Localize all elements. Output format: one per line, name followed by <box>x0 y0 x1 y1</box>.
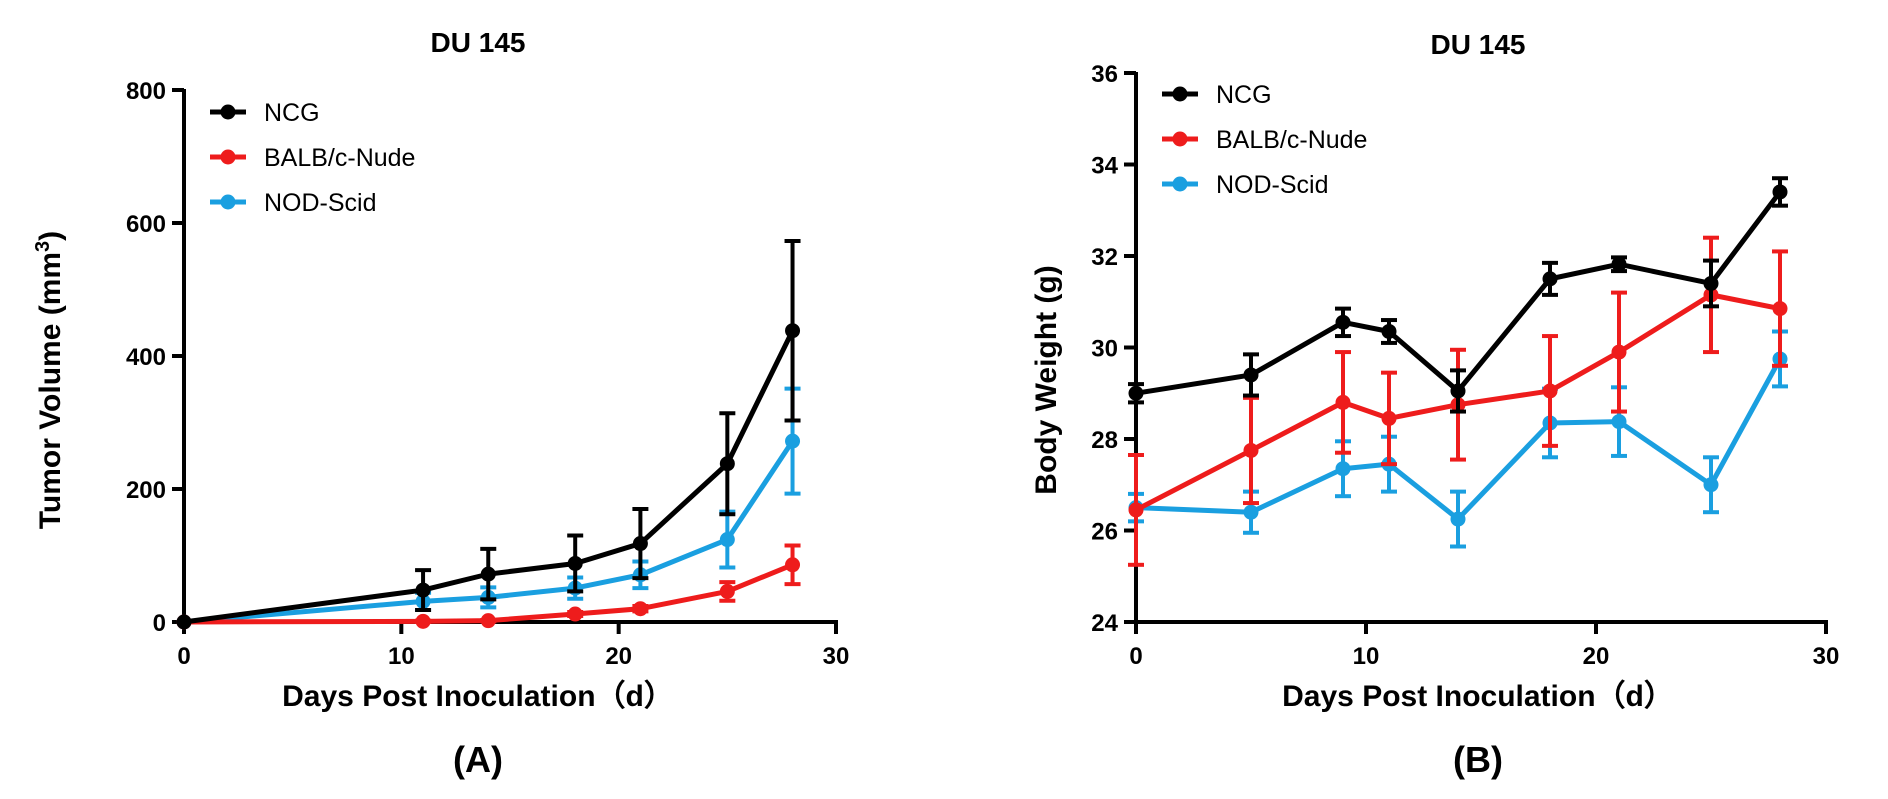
data-point <box>480 613 496 629</box>
series-ncg <box>1128 176 1788 414</box>
data-point <box>567 555 583 571</box>
chart-panel-b: DU 145 Body Weight (g) Days Post Inocula… <box>1030 29 1839 780</box>
data-point <box>1542 383 1558 399</box>
data-point <box>1335 461 1351 477</box>
data-point <box>1542 271 1558 287</box>
y-tick-label: 800 <box>126 78 166 105</box>
chart-panel-a: DU 145 Tumor Volume (mm3) Days Post Inoc… <box>32 27 849 780</box>
data-point <box>719 456 735 472</box>
panel-label-a: (A) <box>453 739 503 780</box>
legend-swatch-marker <box>220 194 236 210</box>
legend-swatch-marker <box>220 104 236 120</box>
legend-label: BALB/c-Nude <box>264 144 415 172</box>
legend-label: NCG <box>264 99 320 127</box>
data-point <box>1335 394 1351 410</box>
data-point <box>1335 314 1351 330</box>
data-point <box>1381 410 1397 426</box>
data-point <box>1703 275 1719 291</box>
y-tick-label: 36 <box>1091 61 1118 88</box>
data-point <box>785 323 801 339</box>
data-point <box>1243 367 1259 383</box>
plot-area-a: 0 200 400 600 800 0 10 20 30 NCG BALB/c-Nude NOD-Sc… <box>126 78 849 670</box>
data-point <box>1611 414 1627 430</box>
data-point <box>785 433 801 449</box>
data-point <box>632 601 648 617</box>
data-point <box>785 557 801 573</box>
data-point <box>1611 344 1627 360</box>
data-point <box>480 566 496 582</box>
data-point <box>632 536 648 552</box>
legend-swatch-marker <box>1172 176 1188 192</box>
plot-area-b: 24 26 28 30 32 34 36 0 10 20 30 NCG BALB/c-Nude NOD-S… <box>1091 61 1839 670</box>
data-point <box>1243 442 1259 458</box>
legend-swatch-marker <box>220 149 236 165</box>
legend-label: BALB/c-Nude <box>1216 126 1367 154</box>
y-tick-label: 28 <box>1091 427 1118 454</box>
data-point <box>1611 256 1627 272</box>
y-axis-label-b: Body Weight (g) <box>1030 265 1063 494</box>
y-tick-label: 600 <box>126 211 166 238</box>
legend-swatch-marker <box>1172 131 1188 147</box>
legend-b: NCG BALB/c-Nude NOD-Scid <box>1162 81 1367 199</box>
panel-label-b: (B) <box>1453 739 1503 780</box>
legend-label: NCG <box>1216 81 1272 109</box>
data-point <box>1128 502 1144 518</box>
data-point <box>1128 385 1144 401</box>
data-point <box>1450 511 1466 527</box>
legend-swatch-marker <box>1172 86 1188 102</box>
data-point <box>1450 383 1466 399</box>
series-ncg <box>176 238 801 630</box>
y-tick-label: 30 <box>1091 336 1118 363</box>
x-axis-label-a: Days Post Inoculation（d） <box>282 679 674 713</box>
legend-label: NOD-Scid <box>1216 171 1329 199</box>
data-point <box>415 582 431 598</box>
x-tick-label: 30 <box>1813 643 1840 670</box>
x-tick-label: 20 <box>605 643 632 670</box>
y-tick-label: 24 <box>1091 610 1118 637</box>
y-tick-label: 34 <box>1091 153 1118 180</box>
legend-label: NOD-Scid <box>264 189 377 217</box>
data-point <box>719 583 735 599</box>
data-point <box>1703 477 1719 493</box>
legend-a: NCG BALB/c-Nude NOD-Scid <box>210 99 415 217</box>
data-point <box>567 606 583 622</box>
chart-title-a: DU 145 <box>431 27 526 58</box>
x-axis-label-b: Days Post Inoculation（d） <box>1282 679 1674 713</box>
data-point <box>719 532 735 548</box>
y-tick-label: 0 <box>153 610 166 637</box>
data-point <box>1381 323 1397 339</box>
data-point <box>1772 184 1788 200</box>
y-tick-label: 26 <box>1091 519 1118 546</box>
data-point <box>415 613 431 629</box>
x-tick-label: 10 <box>1353 643 1380 670</box>
data-point <box>1243 504 1259 520</box>
x-tick-label: 10 <box>388 643 415 670</box>
y-axis-label-a: Tumor Volume (mm3) <box>32 231 67 529</box>
data-point <box>1772 301 1788 317</box>
x-tick-label: 0 <box>177 643 190 670</box>
x-tick-label: 20 <box>1583 643 1610 670</box>
x-tick-label: 30 <box>823 643 850 670</box>
y-tick-label: 400 <box>126 344 166 371</box>
data-point <box>176 614 192 630</box>
y-tick-label: 32 <box>1091 244 1118 271</box>
chart-title-b: DU 145 <box>1431 29 1526 60</box>
y-tick-label: 200 <box>126 477 166 504</box>
x-tick-label: 0 <box>1129 643 1142 670</box>
